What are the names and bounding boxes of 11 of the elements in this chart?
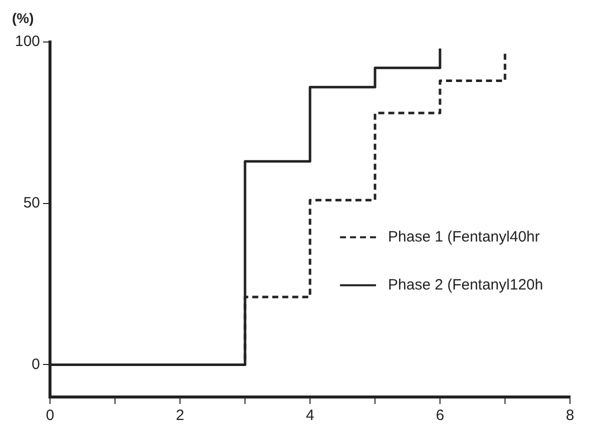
x-tick-label: 6 [436, 407, 444, 424]
legend-label: Phase 1 (Fentanyl40hr [388, 228, 540, 246]
x-tick-label: 2 [176, 407, 184, 424]
legend-label: Phase 2 (Fentanyl120h [388, 276, 544, 294]
y-tick-label: 0 [32, 356, 40, 373]
y-tick-label: 100 [14, 33, 40, 50]
y-axis-title: (%) [12, 10, 34, 26]
y-tick-label: 50 [23, 194, 40, 212]
x-tick-label: 4 [306, 407, 314, 424]
x-tick-label: 0 [46, 407, 54, 424]
x-tick-label: 8 [566, 407, 574, 424]
